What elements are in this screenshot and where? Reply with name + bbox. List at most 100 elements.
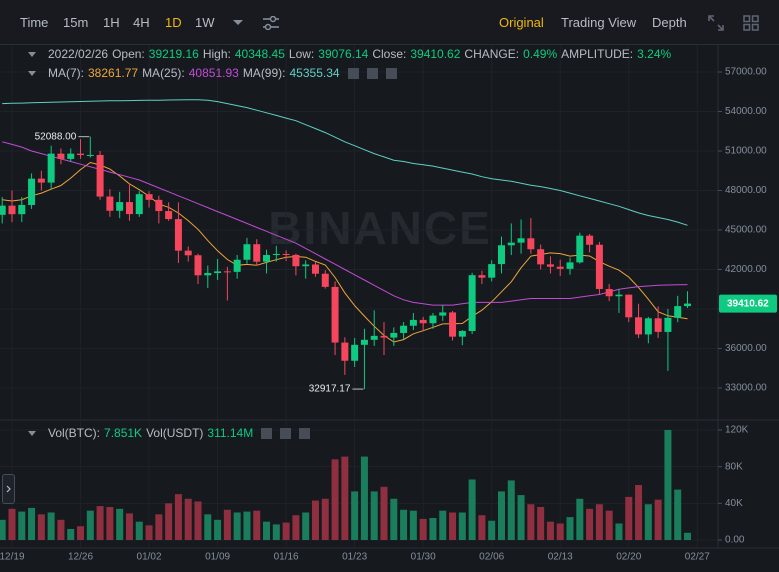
candle-body (106, 196, 114, 211)
icon[interactable] (261, 427, 273, 439)
value: 38261.77 (88, 66, 139, 80)
collapse-icon[interactable] (28, 430, 36, 436)
volume-bar (488, 520, 496, 540)
y-tick-label: 51000.00 (725, 146, 767, 157)
collapse-icon[interactable] (28, 51, 36, 57)
annotation-label: 32917.17 (309, 384, 351, 395)
collapse-icon[interactable] (28, 70, 36, 76)
volume-bar (253, 510, 261, 540)
settings-icon[interactable] (262, 16, 280, 30)
label: Vol(USDT) (146, 426, 204, 440)
x-tick-label: 02/06 (479, 552, 504, 563)
fullscreen-icon[interactable] (708, 15, 724, 31)
candle-body (37, 178, 45, 183)
candle-body (684, 303, 691, 307)
volume-bar (625, 496, 633, 540)
candle-body (0, 205, 6, 215)
candle-body (556, 266, 564, 269)
volume-bar (292, 515, 300, 540)
layout-icon[interactable] (743, 15, 759, 31)
volume-bar (595, 504, 603, 540)
candle-body (615, 294, 623, 297)
icon[interactable] (347, 67, 359, 79)
volume-tick-label: 80K (725, 461, 743, 472)
view-tab[interactable]: Depth (652, 15, 687, 30)
label: Low: (288, 47, 315, 61)
tab[interactable]: 15m (63, 15, 89, 30)
volume-bar (439, 510, 447, 540)
label: MA(99): (242, 66, 286, 80)
volume-tick-label: 40K (725, 498, 743, 509)
ma-legend: MA(7): 38261.77 MA(25): 40851.93 MA(99): 45… (28, 66, 397, 80)
volume-bar (86, 510, 94, 540)
candle-body (96, 154, 104, 197)
volume-bar (282, 522, 290, 540)
value: 39076.14 (318, 47, 369, 61)
dropdown-icon[interactable] (232, 19, 244, 27)
candle-body (214, 271, 222, 274)
volume-bar (28, 507, 36, 540)
volume-bar (272, 524, 280, 540)
candle-body (165, 211, 173, 220)
candle-body (400, 325, 408, 333)
ma-line (2, 141, 688, 306)
icon[interactable] (280, 427, 292, 439)
volume-bar (556, 523, 564, 540)
volume-bar (674, 489, 682, 540)
candle-body (458, 330, 466, 337)
volume-bar (409, 510, 417, 540)
candle-body (233, 259, 241, 272)
candle-body (351, 344, 359, 361)
candle-body (67, 153, 75, 159)
tab[interactable]: Time (20, 15, 49, 30)
value: 7.851K (104, 426, 143, 440)
view-tab-selected[interactable]: Original (499, 15, 544, 30)
value: 39219.16 (148, 47, 199, 61)
candle-body (194, 255, 202, 276)
candle-body (380, 335, 388, 338)
volume-bar (194, 501, 202, 540)
volume-bar (57, 519, 65, 540)
volume-bar (145, 525, 153, 540)
y-tick-label: 42000.00 (725, 264, 767, 275)
candle-body (449, 312, 457, 337)
label: MA(25): (142, 66, 185, 80)
label: Open: (112, 47, 145, 61)
volume-bar (644, 504, 652, 540)
candle-body (135, 194, 143, 215)
tab[interactable]: 1H (103, 15, 120, 30)
icon[interactable] (385, 67, 397, 79)
candle-body (145, 194, 153, 200)
volume-bar (684, 532, 691, 540)
tab[interactable]: 1W (195, 15, 215, 30)
x-tick-label: 12/26 (68, 552, 93, 563)
volume-bar (233, 512, 241, 540)
volume-bar (380, 486, 388, 540)
icon[interactable] (366, 67, 378, 79)
candle-body (86, 154, 94, 156)
x-tick-label: 01/30 (411, 552, 436, 563)
icon[interactable] (299, 427, 311, 439)
volume-bar (478, 515, 486, 540)
view-tab[interactable]: Trading View (561, 15, 637, 30)
y-tick-label: 45000.00 (725, 225, 767, 236)
date: 2022/02/26 (48, 47, 109, 61)
price-tag (719, 294, 777, 313)
candle-body (546, 264, 554, 267)
tab-selected[interactable]: 1D (165, 15, 182, 30)
volume-tick-label: 0.00 (725, 535, 745, 546)
expand-button[interactable] (2, 474, 15, 504)
volume-bar (106, 507, 114, 540)
volume-bar (576, 498, 584, 540)
volume-bar (67, 529, 75, 540)
candle-body (223, 271, 231, 273)
volume-bar (155, 514, 163, 540)
volume-bar (125, 513, 133, 540)
candle-body (468, 275, 476, 331)
volume-bar (263, 521, 271, 540)
tab[interactable]: 4H (133, 15, 150, 30)
candle-body (537, 249, 545, 265)
candle-body (478, 275, 486, 278)
